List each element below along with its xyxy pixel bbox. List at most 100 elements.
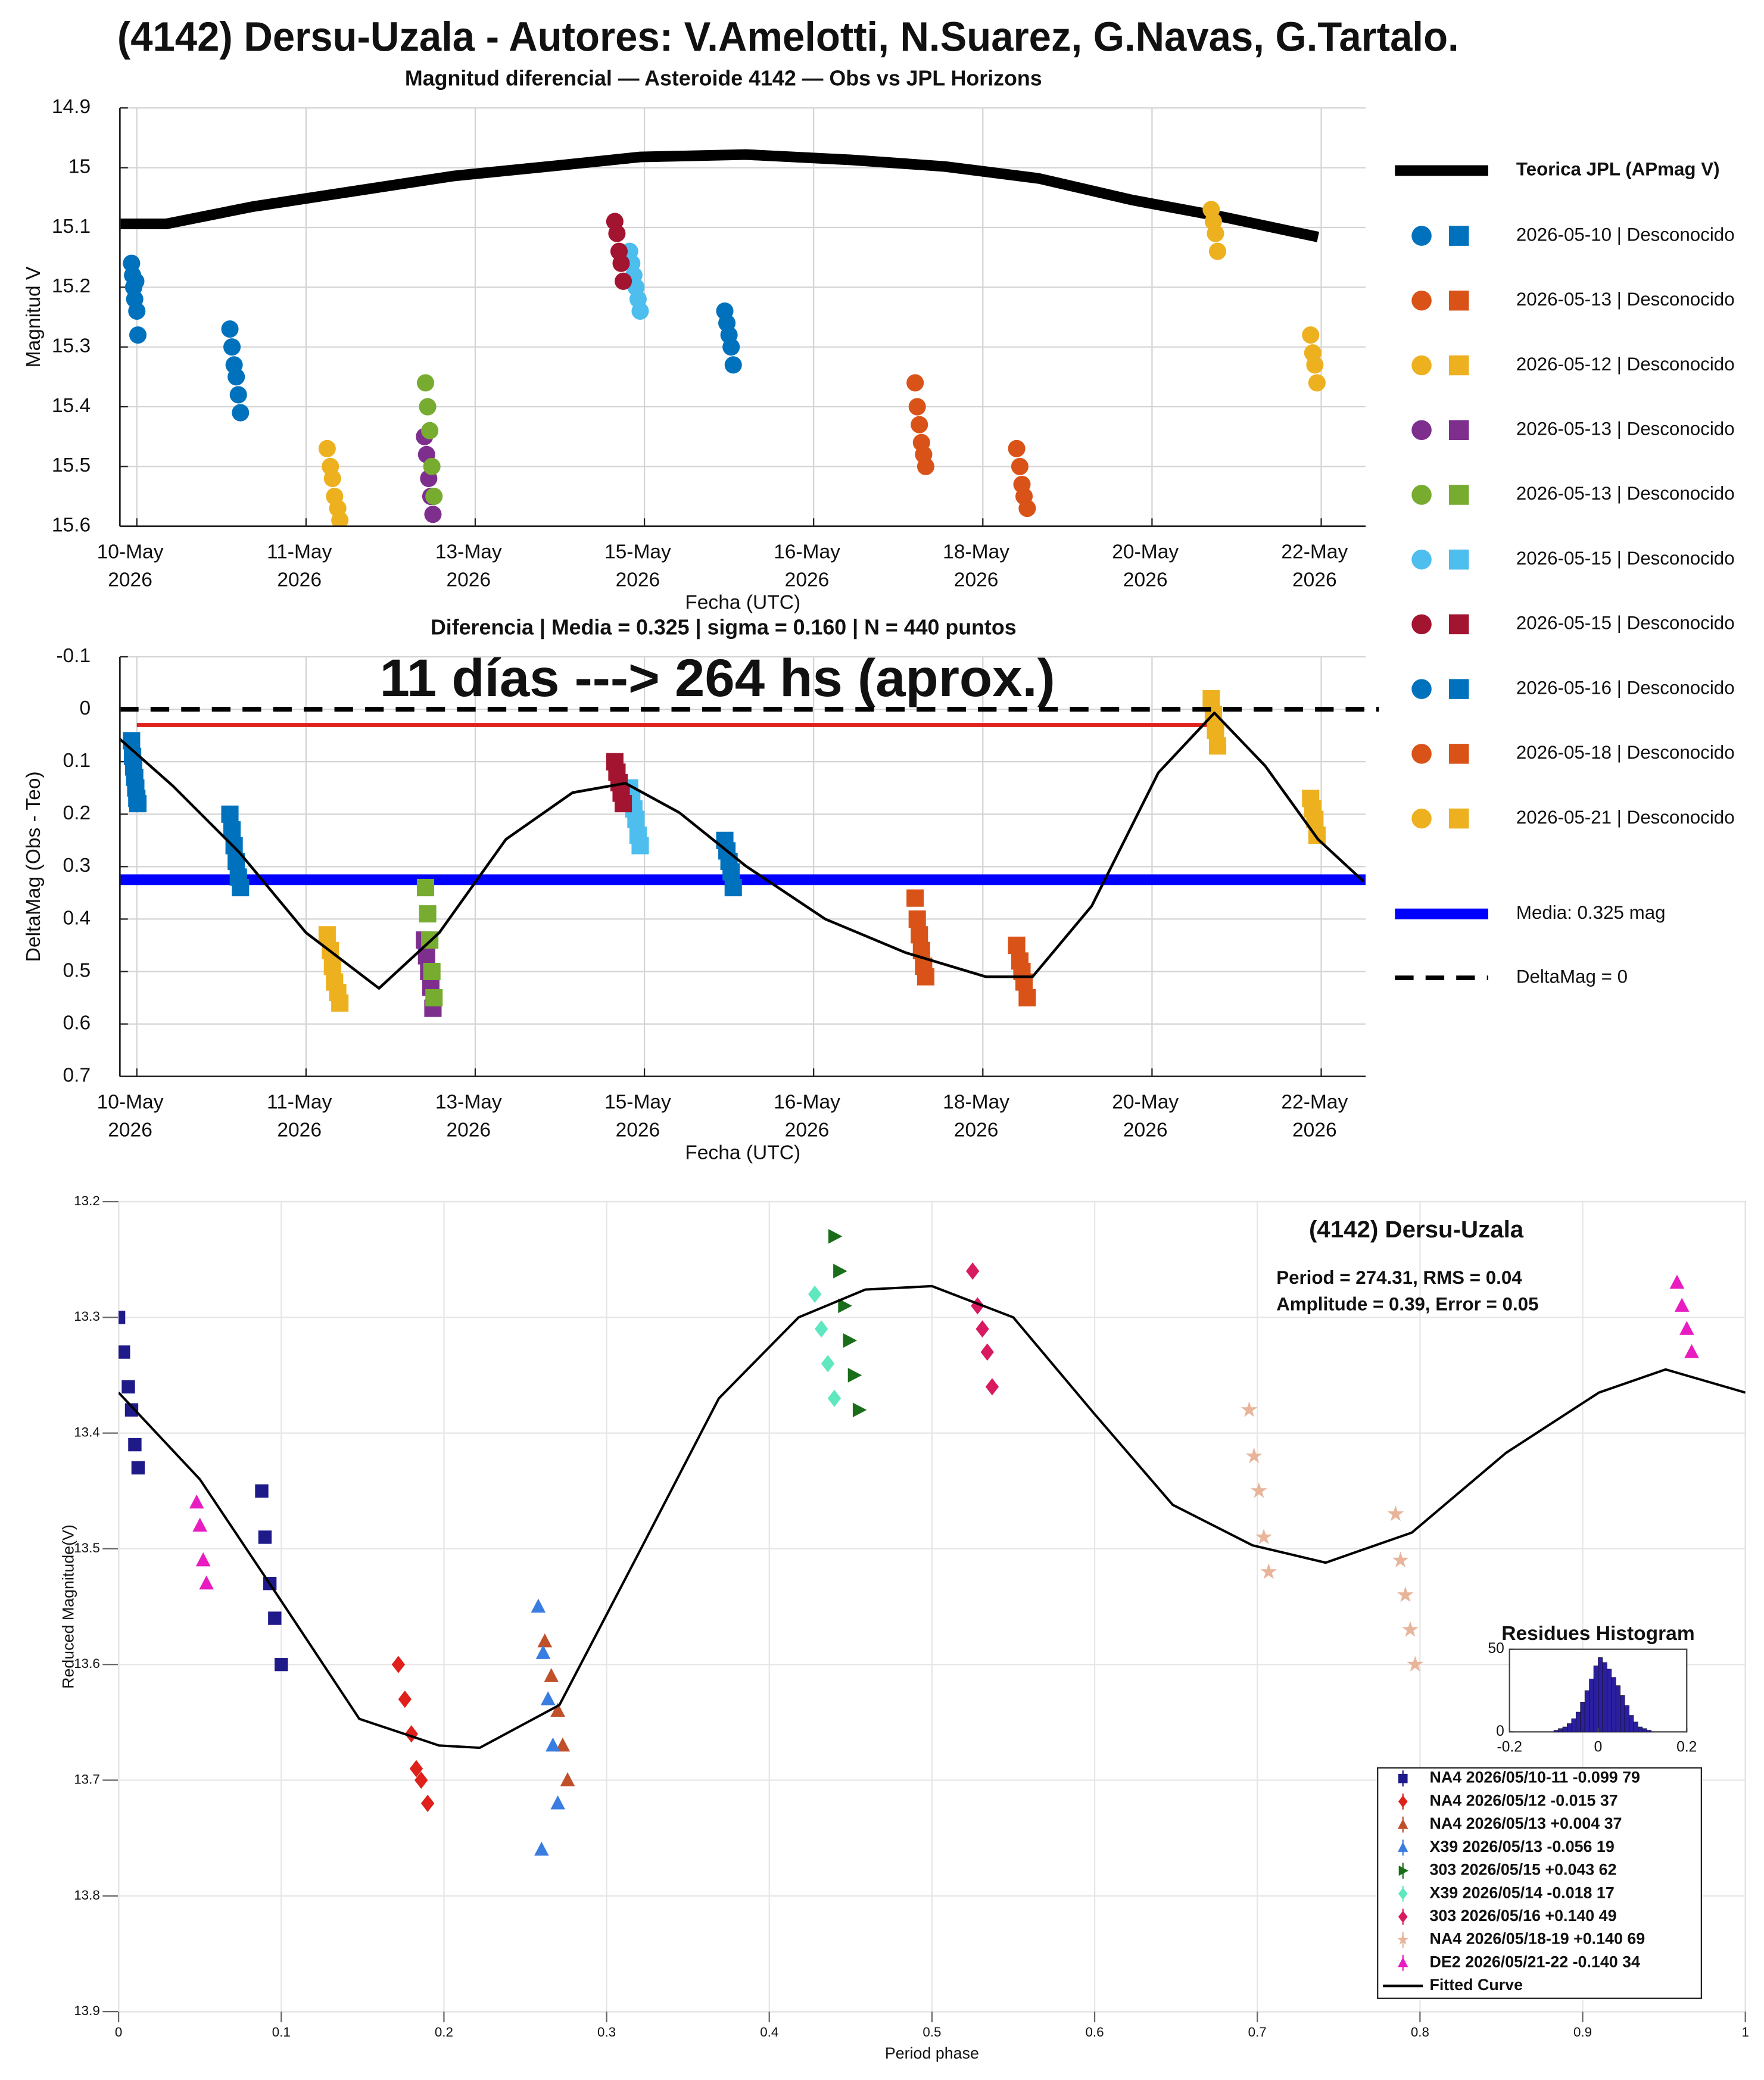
data-point [1308, 374, 1326, 392]
y-axis-label: DeltaMag (Obs - Teo) [23, 771, 45, 962]
data-point [221, 805, 239, 823]
legend-marker [1448, 744, 1469, 764]
legend-marker [1398, 1865, 1409, 1876]
x-tick-sublabel: 2026 [277, 1119, 322, 1141]
data-point [417, 947, 435, 965]
x-tick-label: 0.2 [435, 2025, 453, 2040]
data-point [1008, 439, 1026, 457]
data-point [908, 398, 926, 416]
x-tick-label: 0.7 [1248, 2025, 1267, 2040]
y-tick-label: 13.2 [74, 1193, 100, 1208]
histogram-bar [1571, 1718, 1576, 1732]
data-point [908, 910, 926, 928]
legend-marker [1448, 679, 1469, 699]
y-tick-label: 0.5 [63, 959, 91, 981]
legend-label: DeltaMag = 0 [1516, 966, 1628, 987]
data-point [911, 926, 928, 944]
data-point [127, 272, 145, 290]
data-point [1387, 1505, 1404, 1521]
data-point [1679, 1321, 1694, 1335]
legend-label: 2026-05-12 | Desconocido [1516, 354, 1735, 375]
x-tick-label: 22-May [1281, 1091, 1348, 1113]
y-tick-label: 0.4 [63, 907, 91, 929]
legend-marker [1448, 420, 1469, 440]
data-point [911, 416, 928, 434]
legend-marker [1411, 549, 1432, 570]
data-point [847, 1368, 862, 1383]
x-tick-sublabel: 2026 [616, 1119, 660, 1141]
x-tick-label: 0.3 [597, 2025, 616, 2040]
chart-title: (4142) Dersu-Uzala [1309, 1216, 1524, 1243]
data-point [560, 1772, 575, 1786]
data-point [1018, 500, 1036, 517]
data-point [1008, 936, 1026, 955]
data-point [221, 320, 239, 338]
data-point [227, 852, 245, 871]
data-point [1392, 1551, 1409, 1568]
x-tick-label: 18-May [943, 541, 1009, 563]
data-point [1207, 721, 1224, 739]
x-tick-label: -0.2 [1497, 1739, 1522, 1755]
data-point [232, 879, 250, 897]
legend-marker [1398, 1842, 1408, 1852]
data-point [544, 1668, 559, 1682]
y-axis-label: Magnitud V [23, 266, 45, 367]
data-point [129, 795, 147, 813]
data-point [1302, 326, 1320, 344]
data-point [1011, 457, 1029, 475]
legend-label: 2026-05-10 | Desconocido [1516, 224, 1735, 245]
data-point [223, 338, 241, 356]
x-tick-label: 1 [1741, 2025, 1749, 2040]
data-point [980, 1343, 994, 1361]
data-point [229, 386, 247, 404]
data-point [917, 968, 934, 986]
histogram-bar [1575, 1711, 1581, 1732]
legend-marker [1448, 614, 1469, 635]
data-point [258, 1530, 272, 1544]
legend-label: 2026-05-15 | Desconocido [1516, 613, 1735, 634]
legend-marker [1411, 355, 1432, 376]
legend-marker [1411, 485, 1432, 505]
histogram-bar [1558, 1728, 1563, 1732]
data-point [318, 439, 336, 457]
x-tick-sublabel: 2026 [108, 1119, 152, 1141]
legend-label: 303 2026/05/15 +0.043 62 [1429, 1861, 1616, 1879]
theory-line [120, 149, 1320, 242]
legend-marker [1398, 1957, 1408, 1967]
legend-label: Fitted Curve [1429, 1976, 1523, 1994]
y-tick-label: 15 [68, 155, 91, 177]
x-tick-label: 16-May [774, 1091, 840, 1113]
data-point [550, 1795, 565, 1810]
y-tick-label: 13.3 [74, 1309, 100, 1324]
histogram-bar [1611, 1677, 1616, 1732]
legend-label: X39 2026/05/13 -0.056 19 [1429, 1838, 1614, 1856]
data-point [531, 1598, 546, 1613]
data-point [724, 879, 742, 897]
data-point [232, 404, 250, 422]
legend-marker [1448, 549, 1469, 570]
inset-title: Residues Histogram [1501, 1623, 1694, 1645]
data-point [416, 374, 435, 392]
x-axis-label: Period phase [885, 2044, 979, 2062]
histogram-bar [1642, 1728, 1647, 1732]
data-point [1208, 242, 1227, 260]
y-axis-label: Reduced Magnitude(V) [59, 1524, 77, 1689]
x-tick-sublabel: 2026 [1123, 569, 1168, 591]
data-point [724, 356, 742, 374]
histogram-bar [1580, 1702, 1585, 1732]
data-point [828, 1228, 843, 1244]
x-tick-label: 11-May [267, 541, 332, 563]
chart-title: Diferencia | Media = 0.325 | sigma = 0.1… [431, 615, 1017, 639]
x-tick-sublabel: 2026 [954, 1119, 999, 1141]
legend-marker [1448, 226, 1469, 246]
legend-marker [1411, 226, 1432, 246]
legend-marker [1448, 808, 1469, 829]
legend-marker [1398, 1795, 1408, 1808]
annotation: Period = 274.31, RMS = 0.04 [1276, 1267, 1522, 1288]
page-title: (4142) Dersu-Uzala - Autores: V.Amelotti… [117, 13, 1459, 60]
legend-marker [1398, 1888, 1408, 1900]
data-point [1402, 1621, 1419, 1637]
legend-label: NA4 2026/05/12 -0.015 37 [1429, 1791, 1617, 1809]
histogram-bar [1562, 1726, 1567, 1732]
